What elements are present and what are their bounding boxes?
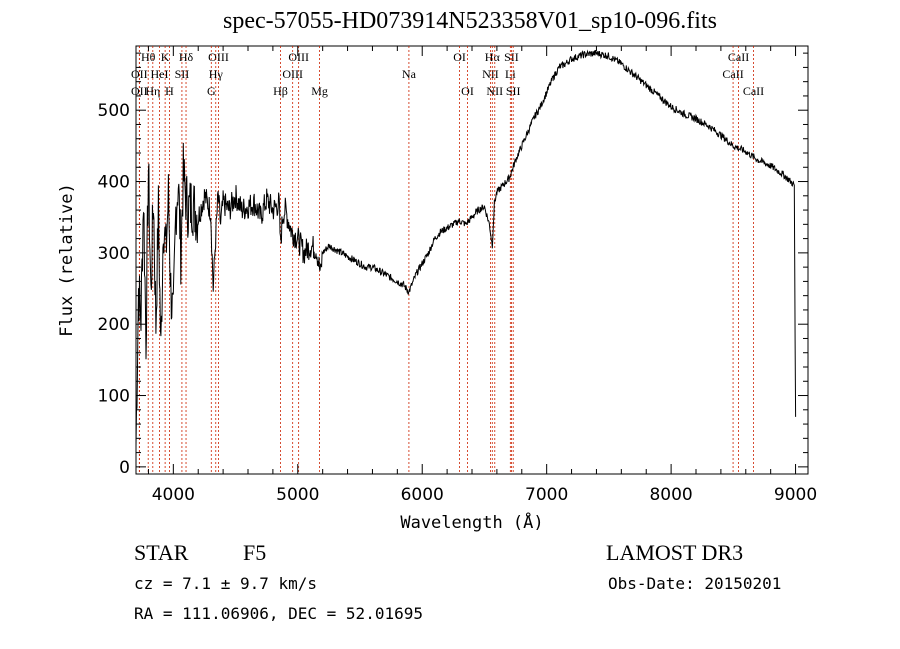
x-tick-label-1: 5000	[276, 485, 319, 505]
survey-label: LAMOST DR3	[606, 540, 744, 565]
line-label-1: Hθ	[141, 50, 156, 64]
coordinates-label: RA = 111.06906, DEC = 52.01695	[134, 604, 423, 623]
x-tick-label-3: 7000	[525, 485, 568, 505]
spectrum-line	[135, 49, 797, 447]
line-label-20: Hα	[485, 50, 501, 64]
line-label-19: NII	[482, 67, 499, 81]
x-tick-label-2: 6000	[401, 485, 444, 505]
line-label-5: K	[161, 50, 170, 64]
line-label-2: OII	[131, 84, 148, 98]
line-label-17: OI	[453, 50, 466, 64]
spectral-class: F5	[243, 540, 267, 565]
line-label-10: OIII	[208, 50, 229, 64]
obs-date-label: Obs-Date: 20150201	[608, 574, 782, 593]
line-label-18: OI	[461, 84, 474, 98]
plot-frame	[135, 45, 809, 475]
y-tick-label-3: 300	[98, 244, 130, 264]
y-tick-label-0: 0	[119, 458, 130, 478]
x-tick-label-5: 9000	[774, 485, 817, 505]
line-label-11: Hγ	[209, 67, 224, 81]
x-tick-label-0: 4000	[152, 485, 195, 505]
line-label-9: G	[207, 84, 216, 98]
line-label-21: NII	[486, 84, 503, 98]
line-label-7: SII	[175, 67, 190, 81]
line-label-6: H	[165, 84, 174, 98]
line-label-12: Hβ	[273, 84, 288, 98]
line-label-23: Li	[505, 67, 516, 81]
line-label-16: Na	[402, 67, 417, 81]
y-axis-label: Flux (relative)	[57, 183, 77, 337]
line-label-22: SII	[504, 50, 519, 64]
line-label-25: CaII	[722, 67, 743, 81]
chart-title: spec-57055-HD073914N523358V01_sp10-096.f…	[223, 8, 717, 34]
line-label-4: HeI	[151, 67, 169, 81]
line-label-27: CaII	[743, 84, 764, 98]
x-tick-label-4: 8000	[649, 485, 692, 505]
line-label-3: Hη	[145, 84, 160, 98]
y-tick-label-5: 500	[98, 101, 130, 121]
x-axis-label: Wavelength (Å)	[400, 511, 543, 533]
redshift-label: cz = 7.1 ± 9.7 km/s	[134, 574, 318, 593]
object-type: STAR	[134, 540, 189, 565]
y-tick-label-1: 100	[98, 387, 130, 407]
line-label-24: SII	[506, 84, 521, 98]
line-label-26: CaII	[728, 50, 749, 64]
line-label-13: OIII	[282, 67, 303, 81]
line-label-8: Hδ	[179, 50, 194, 64]
line-label-14: OIII	[288, 50, 309, 64]
line-label-15: Mg	[311, 84, 328, 98]
y-tick-label-2: 200	[98, 315, 130, 335]
y-tick-label-4: 400	[98, 173, 130, 193]
